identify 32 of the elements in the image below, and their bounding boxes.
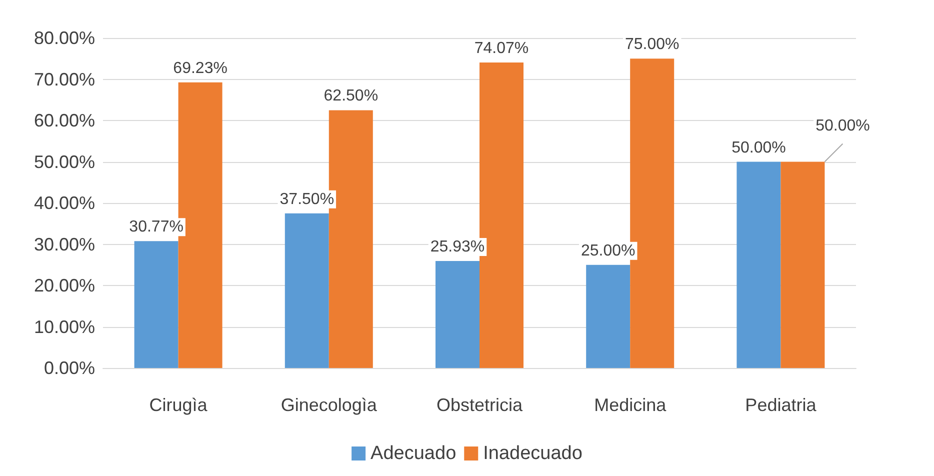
y-tick-label: 40.00%: [34, 193, 95, 213]
bar: [284, 213, 329, 368]
data-label: 50.00%: [816, 117, 870, 134]
y-tick-label: 0.00%: [44, 358, 95, 378]
bar: [134, 241, 178, 368]
y-tick-label: 70.00%: [34, 69, 95, 90]
y-tick-label: 10.00%: [34, 316, 95, 337]
data-label: 75.00%: [624, 36, 680, 54]
bar: [436, 261, 480, 368]
data-label: 37.50%: [280, 190, 334, 208]
data-label: 69.23%: [173, 60, 228, 77]
data-label: 25.93%: [430, 238, 485, 256]
legend-label: Inadecuado: [483, 443, 582, 464]
x-tick-label: Pediatria: [745, 395, 818, 415]
x-tick-label: Obstetricia: [436, 395, 524, 415]
data-label: 74.07%: [474, 40, 529, 57]
bar: [780, 162, 825, 368]
data-label: 50.00%: [732, 139, 786, 156]
data-label: 62.50%: [324, 88, 378, 105]
y-tick-label: 20.00%: [34, 276, 95, 296]
bar: [736, 162, 781, 368]
data-label: 30.77%: [129, 218, 184, 236]
data-label: 25.00%: [580, 242, 636, 260]
x-tick-label: Ginecologìa: [280, 395, 378, 415]
y-tick-label: 60.00%: [34, 110, 95, 130]
y-tick-label: 50.00%: [34, 152, 95, 172]
x-tick-label: Cirugìa: [149, 395, 208, 415]
bar: [586, 264, 630, 368]
legend-label: Adecuado: [370, 443, 456, 464]
x-tick-label: Medicina: [594, 395, 668, 415]
y-tick-label: 80.00%: [34, 28, 95, 48]
y-tick-label: 30.00%: [34, 234, 95, 254]
